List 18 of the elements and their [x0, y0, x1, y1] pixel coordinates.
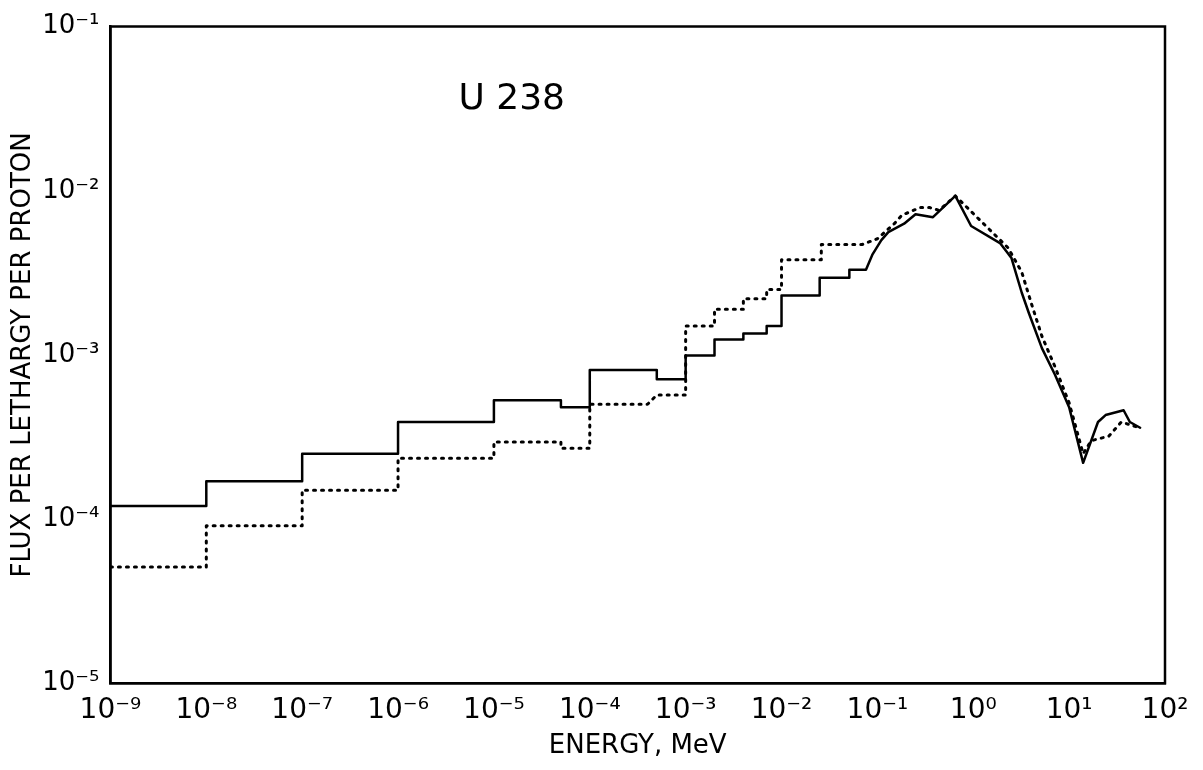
y-axis-title: FLUX PER LETHARGY PER PROTON	[6, 132, 37, 578]
x-tick-label: 10⁻⁸	[175, 692, 238, 726]
x-tick-label: 10⁻⁴	[558, 692, 621, 726]
y-tick-label: 10⁻⁴	[42, 501, 100, 532]
x-tick-label: 10⁰	[949, 692, 997, 726]
y-tick-label: 10⁻³	[42, 337, 100, 368]
x-tick-label: 10⁻⁶	[367, 692, 429, 726]
x-axis-title: ENERGY, MeV	[548, 729, 727, 760]
y-tick-label: 10⁻¹	[42, 9, 100, 40]
x-tick-label: 10⁻⁷	[271, 692, 333, 726]
x-tick-label: 10²	[1141, 692, 1189, 726]
x-tick-label: 10⁻³	[654, 692, 717, 726]
x-tick-label: 10¹	[1045, 692, 1093, 726]
text: U 238	[458, 75, 565, 117]
x-tick-label: 10⁻⁵	[463, 692, 525, 726]
x-tick-label: 10⁻²	[750, 692, 813, 726]
y-tick-label: 10⁻²	[42, 173, 100, 204]
x-tick-label: 10⁻¹	[846, 692, 909, 726]
